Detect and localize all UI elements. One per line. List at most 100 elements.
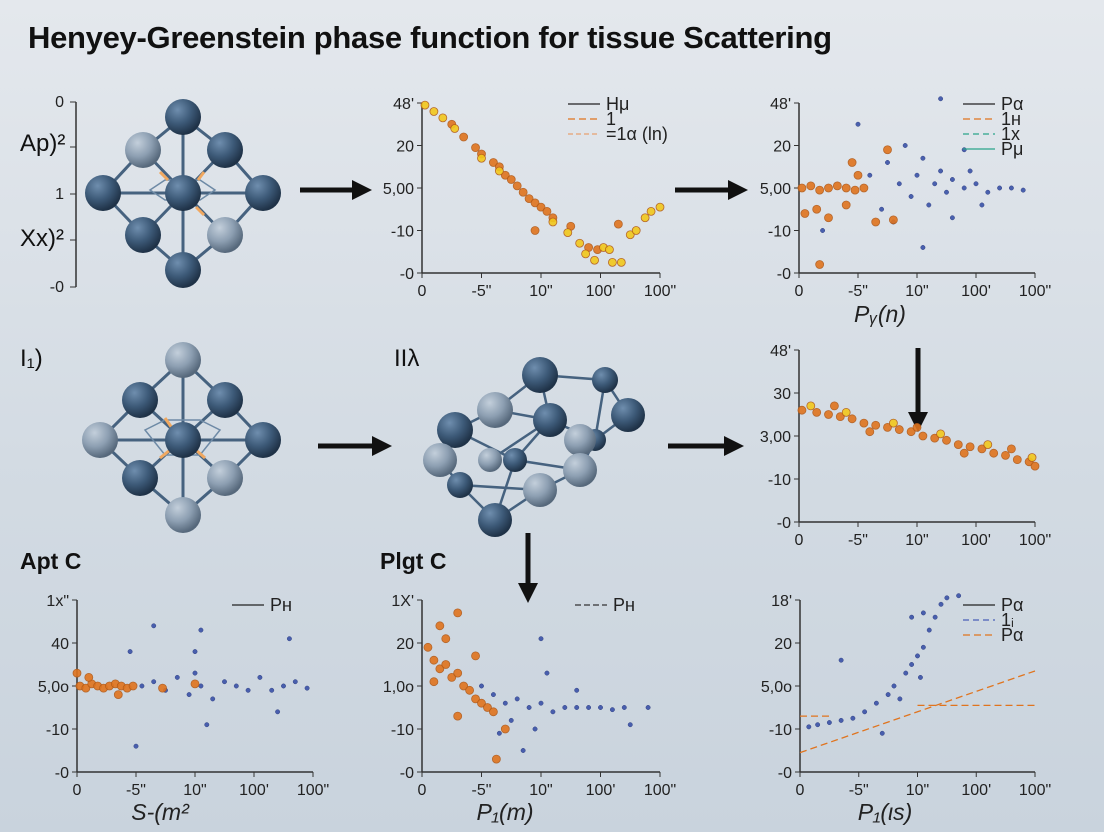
data-point xyxy=(508,717,514,723)
x-tick-label: 0 xyxy=(418,283,427,300)
x-tick-label: 100" xyxy=(1019,283,1051,300)
chart-top-right: -0 -10 5,00 20 48' 0 -5" 10" 100' 100" Pᵧ(n) Pα1ʜ1x… xyxy=(760,94,1051,327)
x-tick-label: -5" xyxy=(472,782,492,799)
legend-label: Pʜ xyxy=(270,595,292,615)
legend-label: Pʜ xyxy=(613,595,635,615)
data-point xyxy=(920,245,926,250)
data-point xyxy=(889,418,898,428)
x-tick-label: -5" xyxy=(472,283,492,300)
data-point xyxy=(897,696,903,702)
x-tick-label: 100' xyxy=(961,283,991,300)
data-point xyxy=(1027,453,1037,462)
data-point xyxy=(113,690,123,699)
legend-label: 1 xyxy=(606,109,616,129)
data-point xyxy=(621,705,627,710)
data-point xyxy=(912,422,922,432)
data-point xyxy=(520,748,526,753)
data-point xyxy=(915,653,920,659)
data-point xyxy=(806,724,812,730)
data-point xyxy=(879,206,885,212)
data-point xyxy=(944,189,949,195)
y-tick-label: 30 xyxy=(773,386,791,403)
data-point xyxy=(797,405,807,415)
y-tick-label: 20 xyxy=(773,139,791,156)
data-point xyxy=(956,593,962,599)
label-plgt-c: Plgt C xyxy=(380,548,447,574)
data-point xyxy=(797,183,807,193)
x-axis-label: Pᵧ(n) xyxy=(854,301,906,327)
data-point xyxy=(830,401,839,411)
data-point xyxy=(435,621,445,631)
label-panel-ii: IIλ xyxy=(394,345,420,372)
data-point xyxy=(245,687,251,693)
data-point xyxy=(479,683,484,689)
y-tick-label: 5,00 xyxy=(760,181,791,198)
data-point xyxy=(471,651,480,661)
data-point xyxy=(158,683,167,693)
data-point xyxy=(800,209,810,218)
data-point xyxy=(815,722,821,728)
data-point xyxy=(490,692,496,698)
data-point xyxy=(459,681,469,691)
data-point xyxy=(81,683,91,693)
y-tick-label: -10 xyxy=(768,472,791,489)
data-point xyxy=(608,257,617,267)
data-point xyxy=(292,679,298,685)
data-point xyxy=(151,679,157,685)
data-point xyxy=(518,187,528,197)
data-point xyxy=(1007,444,1016,454)
legend-label: Pα xyxy=(1001,625,1023,645)
data-point xyxy=(979,202,985,208)
data-point xyxy=(1001,450,1010,460)
data-point xyxy=(862,709,868,715)
data-point xyxy=(903,670,909,676)
data-point xyxy=(889,215,898,225)
left-axis-tick: -0 xyxy=(50,279,64,296)
y-tick-label: 5,0o xyxy=(38,679,69,696)
data-point xyxy=(590,255,599,265)
data-point xyxy=(435,664,445,674)
data-point xyxy=(953,440,963,450)
data-point xyxy=(233,683,239,689)
data-point xyxy=(965,442,975,452)
data-point xyxy=(871,217,881,227)
data-point xyxy=(581,249,591,259)
x-tick-label: 0 xyxy=(418,782,427,799)
data-point xyxy=(524,194,534,204)
data-point xyxy=(269,687,275,693)
data-point xyxy=(526,705,532,710)
label-xx: Xx)² xyxy=(20,225,64,252)
data-point xyxy=(855,121,861,127)
data-point xyxy=(838,717,844,723)
flow-arrows xyxy=(300,180,928,603)
data-point xyxy=(841,183,851,193)
data-point xyxy=(198,627,204,633)
data-point xyxy=(932,181,938,187)
y-tick-label: 20 xyxy=(396,636,414,653)
data-point xyxy=(938,168,944,174)
data-point xyxy=(883,145,892,155)
data-point xyxy=(977,444,987,454)
legend-label: 1ʜ xyxy=(1001,109,1021,129)
data-point xyxy=(128,681,138,691)
atoms-middle xyxy=(82,342,281,533)
y-tick-label: -0 xyxy=(777,515,791,532)
data-point xyxy=(72,668,82,678)
data-point xyxy=(997,185,1003,191)
data-point xyxy=(275,709,281,715)
y-tick-label: 5,0o xyxy=(761,679,792,696)
data-point xyxy=(936,429,945,439)
data-point xyxy=(926,202,932,208)
data-point xyxy=(961,147,967,153)
data-point xyxy=(530,198,540,208)
chart-middle-right: -0 -10 3,00 30 48' 0 -5" 10" 100' 100" xyxy=(760,343,1051,549)
x-tick-label: 100' xyxy=(961,782,991,799)
x-tick-label: 0 xyxy=(796,782,805,799)
data-point xyxy=(859,418,869,428)
y-tick-label: 40 xyxy=(51,636,69,653)
y-tick-label: 1X' xyxy=(391,593,414,610)
x-tick-label: 100' xyxy=(586,782,616,799)
data-point xyxy=(210,696,216,702)
x-axis-label: P₁(ιs) xyxy=(858,799,913,825)
data-point xyxy=(536,202,546,212)
